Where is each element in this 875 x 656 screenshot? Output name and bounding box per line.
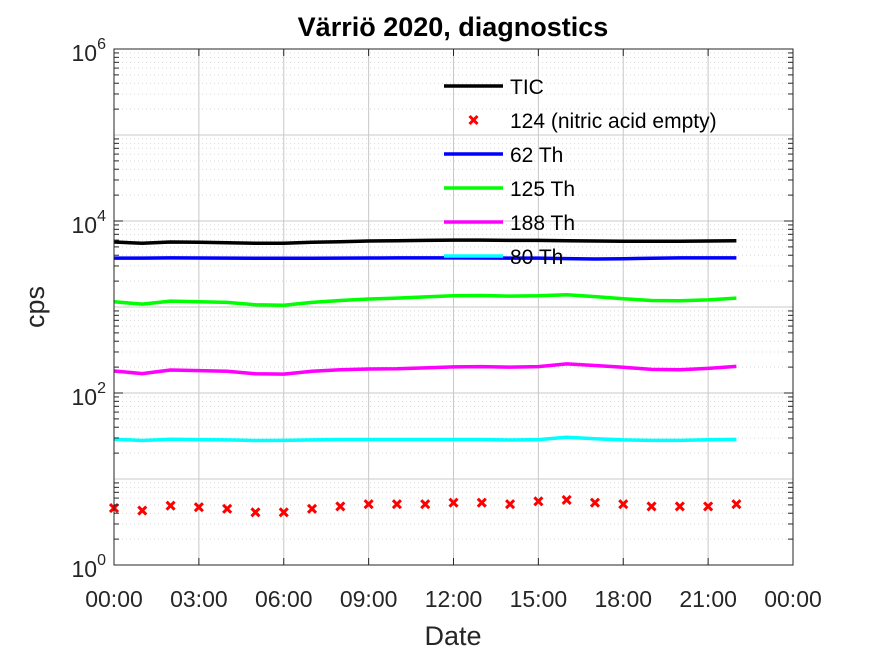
x-tick-label: 03:00: [170, 586, 228, 612]
legend-label: 125 Th: [510, 178, 575, 201]
point-124-nitric-acid-empty: [448, 497, 459, 508]
x-tick-label: 00:00: [85, 586, 143, 612]
series-line-80-th: [113, 435, 737, 443]
point-124-nitric-acid-empty: [703, 501, 714, 512]
point-124-nitric-acid-empty: [561, 494, 572, 506]
series-layer: [108, 238, 742, 518]
legend-label: 62 Th: [510, 144, 563, 167]
point-124-nitric-acid-empty: [278, 507, 289, 518]
x-tick-label: 09:00: [340, 586, 398, 612]
point-124-nitric-acid-empty: [222, 503, 233, 514]
legend-label: TIC: [510, 76, 544, 99]
y-tick-label: 102: [72, 380, 107, 410]
series-line-188-th: [113, 362, 737, 376]
point-124-nitric-acid-empty: [363, 499, 374, 510]
point-124-nitric-acid-empty: [137, 505, 148, 516]
point-124-nitric-acid-empty: [420, 499, 431, 510]
point-124-nitric-acid-empty: [476, 497, 487, 508]
x-tick-label: 12:00: [425, 586, 483, 612]
point-124-nitric-acid-empty: [391, 499, 402, 510]
y-tick-label: 106: [72, 36, 107, 66]
point-124-nitric-acid-empty: [335, 501, 346, 512]
y-axis-label: cps: [20, 286, 50, 328]
ticks-layer: [113, 48, 794, 566]
legend-marker: [468, 114, 479, 126]
point-124-nitric-acid-empty: [674, 501, 685, 512]
legend-label: 80 Th: [510, 246, 563, 269]
legend-item-80-th: 80 Th: [444, 246, 563, 269]
legend-label: 188 Th: [510, 212, 575, 235]
series-line-62-th: [114, 256, 737, 261]
legend-item-125-th: 125 Th: [444, 178, 575, 201]
y-tick-label: 100: [72, 552, 107, 582]
x-tick-label: 06:00: [255, 586, 313, 612]
x-tick-label: 18:00: [594, 586, 652, 612]
legend-item-62-th: 62 Th: [444, 144, 563, 167]
chart-title: Värriö 2020, diagnostics: [298, 12, 609, 42]
legend-item-tic: TIC: [444, 76, 544, 99]
point-124-nitric-acid-empty: [618, 499, 629, 510]
point-124-nitric-acid-empty: [533, 496, 544, 507]
series-line-tic: [113, 238, 737, 246]
x-axis-label: Date: [424, 621, 481, 651]
point-124-nitric-acid-empty: [165, 500, 176, 511]
x-tick-label: 15:00: [510, 586, 568, 612]
series-line-125-th: [113, 292, 737, 307]
tick-labels: 00:00 03:00 06:00 09:00 12:00 15:00 18:00 21:00…: [72, 36, 822, 612]
point-124-nitric-acid-empty: [646, 501, 657, 512]
legend-item-124-nitric-acid-empty: 124 (nitric acid empty): [468, 110, 717, 133]
point-124-nitric-acid-empty: [505, 499, 516, 510]
legend-label: 124 (nitric acid empty): [510, 110, 717, 133]
y-tick-label: 104: [72, 208, 107, 238]
x-tick-label: 00:00: [764, 586, 822, 612]
point-124-nitric-acid-empty: [589, 497, 601, 508]
legend: TIC 124 (nitric acid empty) 62 Th 125 Th 188…: [444, 76, 717, 269]
point-124-nitric-acid-empty: [193, 502, 204, 513]
x-tick-label: 21:00: [679, 586, 737, 612]
legend-item-188-th: 188 Th: [444, 212, 575, 235]
major-grid: [114, 49, 793, 565]
point-124-nitric-acid-empty: [731, 499, 742, 510]
point-124-nitric-acid-empty: [306, 503, 318, 514]
point-124-nitric-acid-empty: [250, 507, 261, 518]
